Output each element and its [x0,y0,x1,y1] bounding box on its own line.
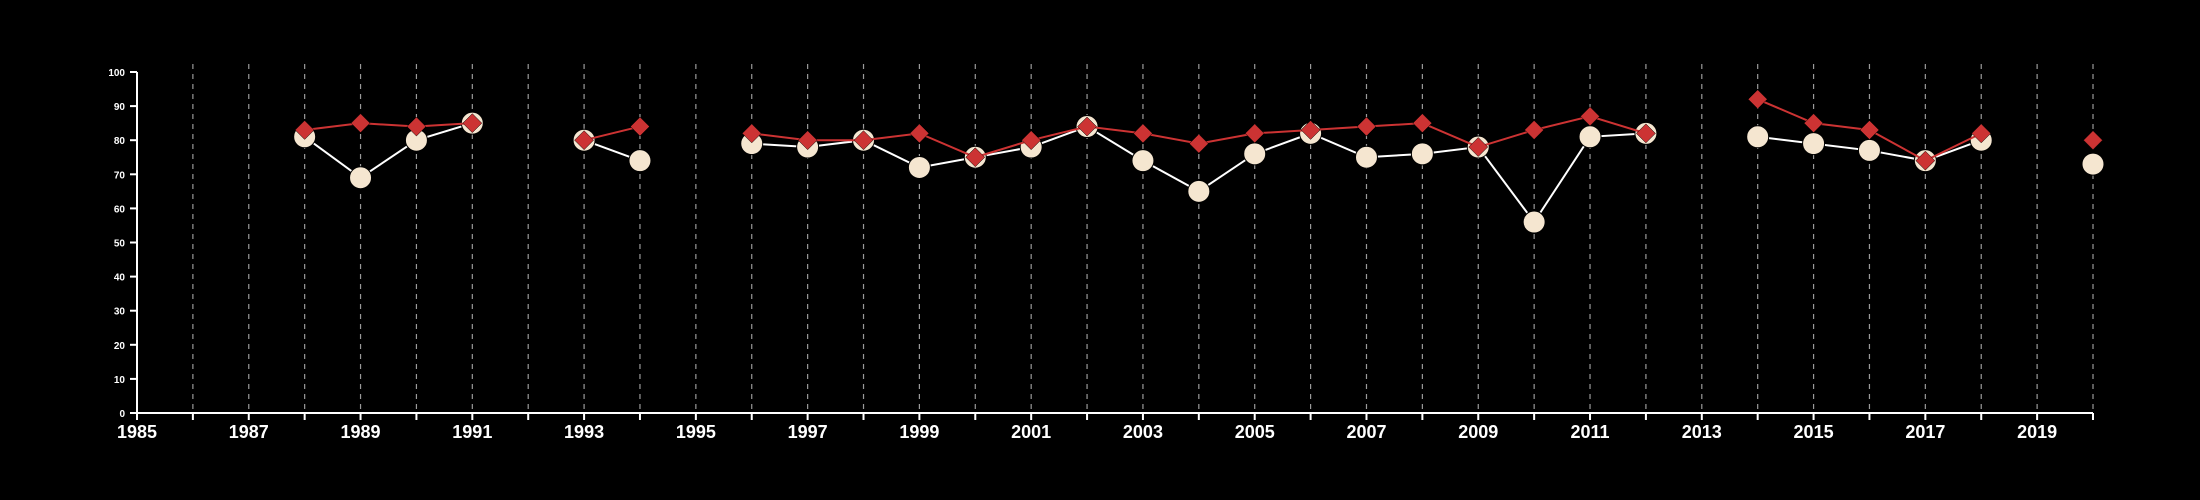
circle-point-2005 [1243,142,1267,166]
diamond-point-2009 [1468,137,1489,157]
x-tick-label-2011: 2011 [1570,422,1609,442]
grid-lines [192,64,2094,413]
x-tick-label-1991: 1991 [452,422,492,442]
circle-point-1999 [907,155,931,179]
circle-point-2010 [1522,210,1546,234]
y-tick-label-10: 10 [114,375,126,386]
x-tick-label-1993: 1993 [564,422,604,442]
diamond-point-2014 [1747,89,1768,110]
x-tick-label-2015: 2015 [1794,422,1834,442]
y-tick-label-40: 40 [114,273,126,284]
diamond-point-2012 [1636,123,1656,144]
x-tick-label-2001: 2001 [1011,422,1051,442]
circle-point-2016 [1857,138,1881,162]
circle-point-1989 [349,166,373,190]
circle-point-2015 [1802,132,1826,156]
diamond-point-2007 [1356,116,1377,137]
diamond-point-2011 [1580,106,1600,127]
y-tick-label-50: 50 [114,239,126,250]
diamond-point-1998 [853,130,874,151]
data-series [293,89,2105,234]
diamond-point-1997 [797,130,818,151]
circle-point-1994 [628,149,652,173]
x-tick-label-1987: 1987 [229,422,269,442]
series-diamond [294,89,2103,171]
series-diamond-line [583,125,641,142]
axes: 0 10 20 30 40 50 60 70 80 90 100 1985 1987 1989 1991 19… [108,68,2094,442]
diamond-point-2002 [1077,116,1097,137]
circle-point-2008 [1410,142,1434,166]
diamond-point-2003 [1133,123,1153,144]
y-tick-label-0: 0 [119,409,125,420]
diamond-point-1996 [741,123,762,144]
diamond-point-2010 [1524,120,1544,140]
diamond-point-1994 [630,116,650,137]
x-tick-label-2005: 2005 [1235,422,1275,442]
x-tick-label-2019: 2019 [2017,422,2057,442]
diamond-point-2008 [1412,113,1433,134]
y-tick-label-100: 100 [108,68,125,79]
diamond-point-2005 [1244,123,1265,144]
y-tick-label-90: 90 [114,102,126,113]
x-tick-label-2009: 2009 [1458,422,1498,442]
x-tick-label-1999: 1999 [899,422,939,442]
diamond-point-1989 [350,113,371,134]
x-tick-label-1995: 1995 [676,422,716,442]
diamond-point-1990 [406,116,427,137]
y-tick-label-30: 30 [114,307,126,318]
y-tick-label-80: 80 [114,136,126,147]
circle-point-2007 [1354,145,1378,169]
x-tick-label-2013: 2013 [1682,422,1722,442]
x-tick-label-1989: 1989 [341,422,381,442]
circle-point-2014 [1746,125,1770,149]
diamond-point-1991 [462,113,483,134]
circle-point-2004 [1187,179,1211,203]
y-tick-label-70: 70 [114,170,126,181]
diamond-point-2020 [2083,130,2103,151]
diamond-point-2016 [1859,120,1880,140]
series-diamond-line [304,122,473,131]
diamond-point-2018 [1971,123,1992,144]
diamond-point-1993 [574,130,594,151]
diamond-point-2001 [1021,130,1042,151]
diamond-point-2017 [1915,150,1936,171]
x-tick-label-2007: 2007 [1346,422,1386,442]
circle-point-2003 [1131,149,1155,173]
diamond-point-2004 [1188,133,1209,154]
diamond-point-2015 [1803,113,1824,134]
x-tick-label-1985: 1985 [117,422,157,442]
x-tick-label-2003: 2003 [1123,422,1163,442]
series-circle-line [304,122,473,179]
diamond-point-2006 [1300,120,1321,140]
diamond-point-1988 [294,120,315,140]
y-tick-label-60: 60 [114,204,126,215]
x-tick-label-2017: 2017 [1905,422,1945,442]
circle-point-2011 [1578,125,1602,149]
series-circle [293,111,2105,234]
y-tick-label-20: 20 [114,341,126,352]
circle-point-2020 [2081,152,2105,176]
diamond-point-1999 [909,123,930,144]
x-tick-label-1997: 1997 [788,422,828,442]
diamond-point-2000 [965,147,986,168]
